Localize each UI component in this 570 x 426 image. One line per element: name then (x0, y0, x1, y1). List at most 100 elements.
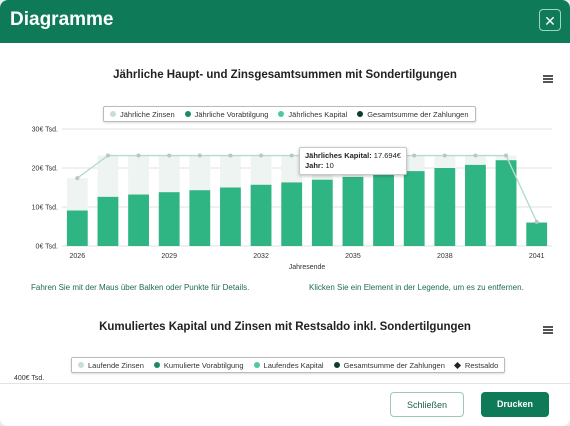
legend-marker (453, 361, 461, 369)
chart1-plot[interactable]: 30€ Tsd. 20€ Tsd. 10€ Tsd. 0€ Tsd. 2026 2029 2… (0, 123, 570, 363)
point-gesamtsumme (534, 219, 539, 224)
tooltip-label-jahr: Jahr: (305, 161, 324, 170)
point-gesamtsumme (197, 153, 202, 158)
legend-label: Jährliche Vorabtilgung (194, 109, 269, 119)
bar-zinsen (128, 155, 149, 195)
legend-marker (153, 362, 160, 368)
legend-marker (333, 362, 340, 368)
bar-zinsen (66, 178, 88, 211)
point-gesamtsumme (136, 153, 141, 158)
bar-zinsen (465, 155, 486, 165)
bar-kapital (526, 222, 548, 246)
x-tick-label: 2035 (345, 253, 361, 260)
legend-marker (253, 362, 260, 368)
point-gesamtsumme (412, 153, 417, 158)
chart2-title: Kumuliertes Kapital und Zinsen mit Rests… (99, 321, 471, 333)
legend-label: Gesamtsumme der Zahlungen (367, 109, 469, 119)
legend-label: Laufende Zinsen (88, 360, 144, 370)
bar-kapital (342, 176, 364, 246)
legend-item-jaehrliches-kapital[interactable]: Jährliches Kapital (278, 110, 347, 119)
chart2-y-tick-top: 400€ Tsd. (14, 375, 45, 382)
point-gesamtsumme (442, 153, 447, 158)
bar-kapital (189, 190, 211, 246)
legend-label: Kumulierte Vorabtilgung (163, 360, 244, 370)
bar-kapital (465, 164, 486, 246)
legend-item-gesamtsumme-zahlungen[interactable]: Gesamtsumme der Zahlungen (333, 360, 445, 370)
dialog-body[interactable]: Jährliche Haupt- und Zinsgesamtsummen mi… (0, 43, 570, 383)
point-gesamtsumme (289, 153, 294, 158)
legend-item-gesamtsumme[interactable]: Gesamtsumme der Zahlungen (357, 109, 469, 119)
legend-item-restsaldo[interactable]: Restsaldo (453, 360, 499, 370)
chart1-legend: Jährliche Zinsen Jährliche Vorabtilgung … (103, 106, 476, 122)
point-gesamtsumme (228, 153, 233, 158)
legend-label: Restsaldo (464, 360, 499, 370)
print-button[interactable]: Drucken (481, 392, 549, 417)
chart2-legend: Laufende Zinsen Kumulierte Vorabtilgung … (71, 357, 506, 373)
bar-zinsen (250, 155, 272, 185)
tooltip-value-jahr: 10 (325, 161, 334, 170)
close-button[interactable]: Schließen (390, 392, 464, 417)
chart1-legend-hint: Klicken Sie ein Element in der Legende, … (309, 283, 524, 292)
dialog-footer: Schließen Drucken (0, 383, 570, 426)
x-tick-label: 2032 (253, 253, 269, 260)
bar-kapital (97, 196, 119, 246)
bar-kapital (373, 173, 394, 246)
point-gesamtsumme (504, 153, 509, 158)
bar-zinsen (220, 155, 241, 188)
legend-label: Laufendes Kapital (263, 360, 324, 370)
point-gesamtsumme (259, 153, 264, 158)
legend-marker (278, 111, 285, 117)
bar-zinsen (434, 155, 456, 168)
y-tick-label: 10€ Tsd. (32, 205, 58, 212)
bar-kapital (434, 168, 456, 246)
legend-label: Gesamtsumme der Zahlungen (343, 360, 445, 370)
close-icon[interactable]: ✕ (539, 9, 561, 31)
chart1-hover-hint: Fahren Sie mit der Maus über Balken oder… (31, 283, 250, 292)
chart1-title: Jährliche Haupt- und Zinsgesamtsummen mi… (113, 69, 457, 81)
bar-zinsen (281, 155, 303, 183)
y-tick-label: 30€ Tsd. (32, 127, 58, 134)
bar-kapital (495, 160, 517, 246)
x-tick-label: 2029 (161, 253, 177, 260)
bar-kapital (128, 194, 149, 246)
y-tick-label: 20€ Tsd. (32, 166, 58, 173)
x-tick-label: 2038 (437, 253, 453, 260)
y-tick-label: 0€ Tsd. (36, 244, 58, 251)
legend-label: Jährliches Kapital (288, 109, 348, 119)
dialog-title: Diagramme (10, 9, 114, 30)
point-gesamtsumme (105, 153, 110, 158)
bar-zinsen (189, 155, 211, 191)
point-gesamtsumme (473, 153, 478, 158)
legend-item-laufendes-kapital[interactable]: Laufendes Kapital (253, 360, 324, 370)
bar-zinsen (158, 155, 180, 193)
tooltip-label-kapital: Jährliches Kapital: (305, 151, 372, 160)
tooltip-value-kapital: 17.694€ (373, 151, 401, 160)
bar-zinsen (495, 155, 517, 161)
bar-zinsen (97, 155, 119, 197)
chart1-tooltip: Jährliches Kapital: 17.694€ Jahr: 10 (299, 147, 407, 175)
legend-label: Jährliche Zinsen (120, 109, 175, 119)
bar-kapital (250, 184, 272, 246)
legend-marker (184, 111, 191, 117)
legend-item-laufende-zinsen[interactable]: Laufende Zinsen (78, 361, 144, 370)
legend-marker (78, 362, 84, 368)
x-axis-label: Jahresende (289, 264, 326, 271)
chart1-menu-icon[interactable] (543, 75, 553, 83)
legend-marker (110, 111, 116, 117)
bar-kapital (66, 210, 88, 246)
chart2-menu-icon[interactable] (543, 326, 553, 334)
legend-item-jaehrliche-vorabtilgung[interactable]: Jährliche Vorabtilgung (184, 109, 269, 119)
bar-kapital (281, 182, 303, 246)
bar-kapital (403, 171, 425, 246)
bar-zinsen (403, 155, 425, 172)
bar-kapital (158, 192, 180, 246)
point-gesamtsumme (75, 176, 80, 181)
point-gesamtsumme (167, 153, 172, 158)
x-tick-label: 2026 (70, 253, 86, 260)
x-tick-label: 2041 (529, 253, 545, 260)
legend-item-kumulierte-vorabtilgung[interactable]: Kumulierte Vorabtilgung (153, 360, 244, 370)
legend-item-jaehrliche-zinsen[interactable]: Jährliche Zinsen (110, 110, 175, 119)
legend-marker (357, 111, 364, 117)
bar-kapital (220, 187, 241, 246)
